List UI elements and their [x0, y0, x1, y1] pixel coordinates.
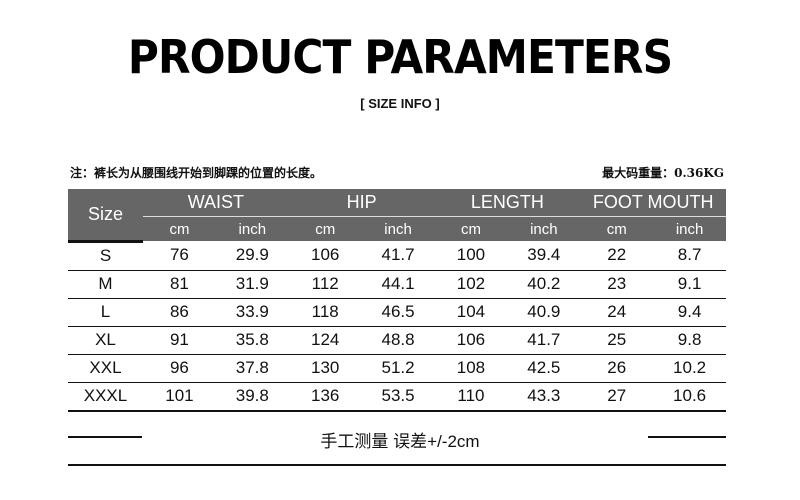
unit-header: inch [507, 216, 581, 241]
value-cell: 86 [143, 298, 216, 327]
size-cell: XXL [68, 354, 143, 383]
value-cell: 46.5 [361, 298, 435, 327]
value-cell: 96 [143, 354, 216, 383]
value-cell: 23 [580, 270, 654, 299]
bottom-divider [68, 464, 726, 466]
value-cell: 8.7 [653, 241, 727, 271]
waist-header: WAIST [143, 189, 289, 217]
table-row: XXXL 101 39.8 136 53.5 110 43.3 27 10.6 [68, 382, 727, 412]
value-cell: 112 [288, 270, 362, 299]
size-cell: XL [68, 326, 143, 355]
value-cell: 102 [434, 270, 508, 299]
value-cell: 51.2 [361, 354, 435, 383]
value-cell: 81 [143, 270, 216, 299]
value-cell: 26 [580, 354, 654, 383]
value-cell: 9.8 [653, 326, 727, 355]
value-cell: 27 [580, 382, 654, 412]
size-cell: XXXL [68, 382, 143, 412]
page-title: PRODUCT PARAMETERS [127, 30, 673, 84]
value-cell: 53.5 [361, 382, 435, 412]
value-cell: 22 [580, 241, 654, 271]
max-weight: 最大码重量：0.36KG [602, 166, 724, 180]
value-cell: 104 [434, 298, 508, 327]
value-cell: 43.3 [507, 382, 581, 412]
value-cell: 130 [288, 354, 362, 383]
table-row: XL 91 35.8 124 48.8 106 41.7 25 9.8 [68, 326, 727, 355]
value-cell: 29.9 [215, 241, 289, 271]
value-cell: 76 [143, 241, 216, 271]
value-cell: 40.2 [507, 270, 581, 299]
size-cell: L [68, 298, 143, 327]
size-cell: S [68, 241, 143, 271]
unit-header: cm [580, 216, 654, 241]
unit-header: inch [215, 216, 289, 241]
value-cell: 136 [288, 382, 362, 412]
value-cell: 91 [143, 326, 216, 355]
value-cell: 25 [580, 326, 654, 355]
value-cell: 42.5 [507, 354, 581, 383]
size-table: Size WAIST HIP LENGTH FOOT MOUTH cm inch c… [68, 189, 727, 412]
value-cell: 118 [288, 298, 362, 327]
unit-header: cm [288, 216, 362, 241]
value-cell: 24 [580, 298, 654, 327]
footer-divider-left [68, 436, 142, 438]
value-cell: 40.9 [507, 298, 581, 327]
value-cell: 124 [288, 326, 362, 355]
value-cell: 106 [434, 326, 508, 355]
value-cell: 35.8 [215, 326, 289, 355]
value-cell: 101 [143, 382, 216, 412]
value-cell: 33.9 [215, 298, 289, 327]
table-row: S 76 29.9 106 41.7 100 39.4 22 8.7 [68, 241, 727, 271]
value-cell: 9.4 [653, 298, 727, 327]
value-cell: 108 [434, 354, 508, 383]
table-row: XXL 96 37.8 130 51.2 108 42.5 26 10.2 [68, 354, 727, 383]
value-cell: 44.1 [361, 270, 435, 299]
size-header: Size [68, 189, 143, 243]
hip-header: HIP [288, 189, 435, 217]
value-cell: 41.7 [361, 241, 435, 271]
table-row: M 81 31.9 112 44.1 102 40.2 23 9.1 [68, 270, 727, 299]
value-cell: 110 [434, 382, 508, 412]
value-cell: 9.1 [653, 270, 727, 299]
unit-header: inch [361, 216, 435, 241]
value-cell: 39.4 [507, 241, 581, 271]
page-subtitle: [ SIZE INFO ] [360, 96, 440, 111]
value-cell: 48.8 [361, 326, 435, 355]
value-cell: 39.8 [215, 382, 289, 412]
value-cell: 106 [288, 241, 362, 271]
value-cell: 10.6 [653, 382, 727, 412]
size-cell: M [68, 270, 143, 299]
length-note: 注：裤长为从腰围线开始到脚踝的位置的长度。 [70, 166, 323, 180]
unit-header: inch [653, 216, 727, 241]
unit-header: cm [143, 216, 216, 241]
unit-header: cm [434, 216, 508, 241]
measurement-error-note: 手工测量 误差+/-2cm [320, 432, 480, 451]
value-cell: 31.9 [215, 270, 289, 299]
length-header: LENGTH [434, 189, 581, 217]
footer-divider-right [648, 436, 726, 438]
foot-mouth-header: FOOT MOUTH [580, 189, 727, 217]
value-cell: 100 [434, 241, 508, 271]
value-cell: 41.7 [507, 326, 581, 355]
value-cell: 37.8 [215, 354, 289, 383]
value-cell: 10.2 [653, 354, 727, 383]
table-row: L 86 33.9 118 46.5 104 40.9 24 9.4 [68, 298, 727, 327]
